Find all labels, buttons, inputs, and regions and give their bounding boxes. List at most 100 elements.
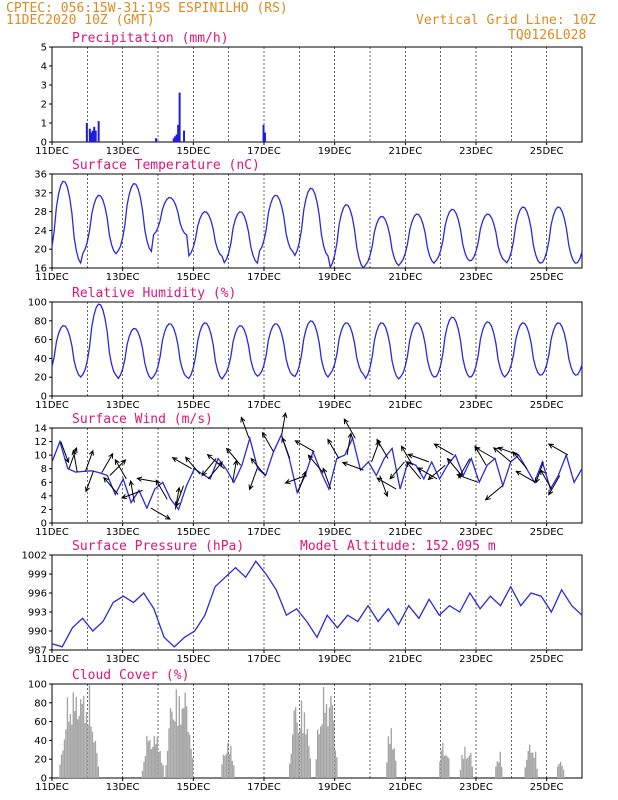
cloud-bar: [302, 733, 304, 778]
cloud-bar: [82, 695, 85, 778]
x-tick-label: 25DEC: [530, 146, 564, 157]
cloud-bar: [79, 699, 82, 778]
x-tick-label: 13DEC: [106, 654, 140, 665]
wind-vector: [492, 447, 512, 463]
cloud-bar: [183, 708, 185, 778]
wind-vector: [376, 438, 389, 459]
precip-bar: [85, 123, 88, 142]
cloud-bar: [68, 721, 70, 778]
cloud-bar: [392, 749, 394, 778]
cloud-bar: [442, 742, 444, 778]
cloud-bar: [524, 767, 526, 778]
wind-vector: [114, 458, 127, 480]
cloud-bar: [185, 706, 188, 778]
precip-bar: [175, 134, 178, 142]
cloud-bar: [495, 766, 497, 778]
cloud-bar: [305, 734, 307, 778]
cloud-bar: [471, 766, 473, 778]
cloud-bar: [387, 736, 390, 778]
cloud-bar: [77, 719, 79, 778]
cloud-bar: [289, 763, 291, 778]
header-title: CPTEC: 056:15W-31:19S ESPINILHO (RS): [6, 1, 288, 16]
panel-5: 987 990 993 996 999 1002 11DEC 13DEC 15DEC 17DEC 1…: [22, 539, 583, 665]
y-tick-label: 2: [41, 505, 47, 516]
panel-1: 0 1 2 3 4 5 11DEC 13DEC 15DEC 17DEC 19DEC 21DEC 23DE…: [35, 31, 583, 157]
cloud-bar: [467, 757, 469, 778]
panel-title: Surface Temperature (nC): [72, 158, 260, 173]
cloud-bar: [461, 754, 463, 778]
y-tick-label: 999: [28, 570, 47, 581]
cloud-bar: [168, 728, 170, 778]
wind-vector: [433, 443, 454, 456]
wind-vector: [343, 418, 356, 439]
x-tick-label: 25DEC: [530, 527, 564, 538]
cloud-bar: [181, 708, 183, 778]
wind-vector: [84, 449, 94, 472]
cloud-bar: [470, 752, 472, 778]
wind-vector: [484, 485, 503, 501]
cloud-bar: [496, 761, 499, 778]
precip-bar: [183, 130, 186, 142]
wind-vector: [371, 440, 381, 463]
y-tick-label: 32: [34, 188, 47, 199]
precip-bar: [94, 130, 97, 142]
cloud-bar: [527, 750, 529, 778]
cloud-bar: [221, 764, 223, 778]
wind-vector: [405, 461, 422, 480]
x-tick-label: 13DEC: [106, 782, 140, 793]
wind-vector: [297, 470, 307, 493]
cloud-bar: [556, 766, 559, 778]
cloud-bar: [228, 753, 231, 778]
y-tick-label: 60: [34, 717, 47, 728]
wind-vector: [346, 432, 353, 456]
cloud-bar: [153, 736, 155, 778]
cloud-bar: [187, 731, 189, 778]
cloud-bar: [225, 753, 228, 778]
wind-vector: [534, 461, 544, 484]
panel-title: Surface Pressure (hPa): [72, 539, 244, 554]
y-tick-label: 40: [34, 736, 47, 747]
precip-bar: [172, 138, 175, 142]
y-tick-label: 60: [34, 335, 47, 346]
cloud-bar: [296, 722, 298, 778]
x-tick-label: 23DEC: [459, 146, 493, 157]
cloud-bar: [177, 725, 179, 778]
x-tick-label: 11DEC: [35, 400, 69, 411]
y-tick-label: 987: [28, 646, 47, 657]
cloud-bar: [87, 724, 89, 778]
wind-vector: [103, 476, 119, 495]
wind-vector: [101, 452, 114, 474]
wind-vector: [512, 451, 528, 470]
cloud-bar: [319, 726, 322, 778]
wind-vector: [171, 457, 192, 470]
cloud-bar: [141, 770, 144, 778]
cloud-bar: [324, 712, 326, 778]
cloud-bar: [180, 724, 182, 778]
wind-vector: [261, 431, 274, 453]
cloud-bar: [445, 755, 447, 778]
cloud-bar: [439, 761, 441, 778]
cloud-bar: [309, 758, 312, 778]
panel-frame: [51, 301, 583, 397]
cloud-bar: [291, 734, 294, 778]
cloud-bar: [75, 696, 77, 778]
y-tick-label: 100: [28, 680, 47, 691]
cloud-bar: [333, 720, 335, 778]
cloud-bar: [84, 722, 86, 778]
cloud-bar: [94, 740, 97, 778]
cloud-bar: [146, 735, 148, 778]
pressure-line: [51, 560, 583, 648]
x-tick-label: 13DEC: [106, 272, 140, 283]
precip-bar: [88, 128, 91, 142]
cloud-bar: [63, 739, 66, 778]
x-tick-label: 23DEC: [459, 654, 493, 665]
x-tick-label: 15DEC: [176, 782, 210, 793]
precip-bar: [97, 121, 100, 142]
wind-vector: [322, 467, 332, 490]
wind-vector: [120, 489, 143, 499]
y-tick-label: 2: [41, 100, 47, 111]
precip-bar: [178, 92, 181, 142]
model-altitude-label: Model Altitude: 152.095 m: [300, 539, 496, 554]
cloud-bar: [159, 750, 161, 778]
x-tick-label: 15DEC: [176, 654, 210, 665]
